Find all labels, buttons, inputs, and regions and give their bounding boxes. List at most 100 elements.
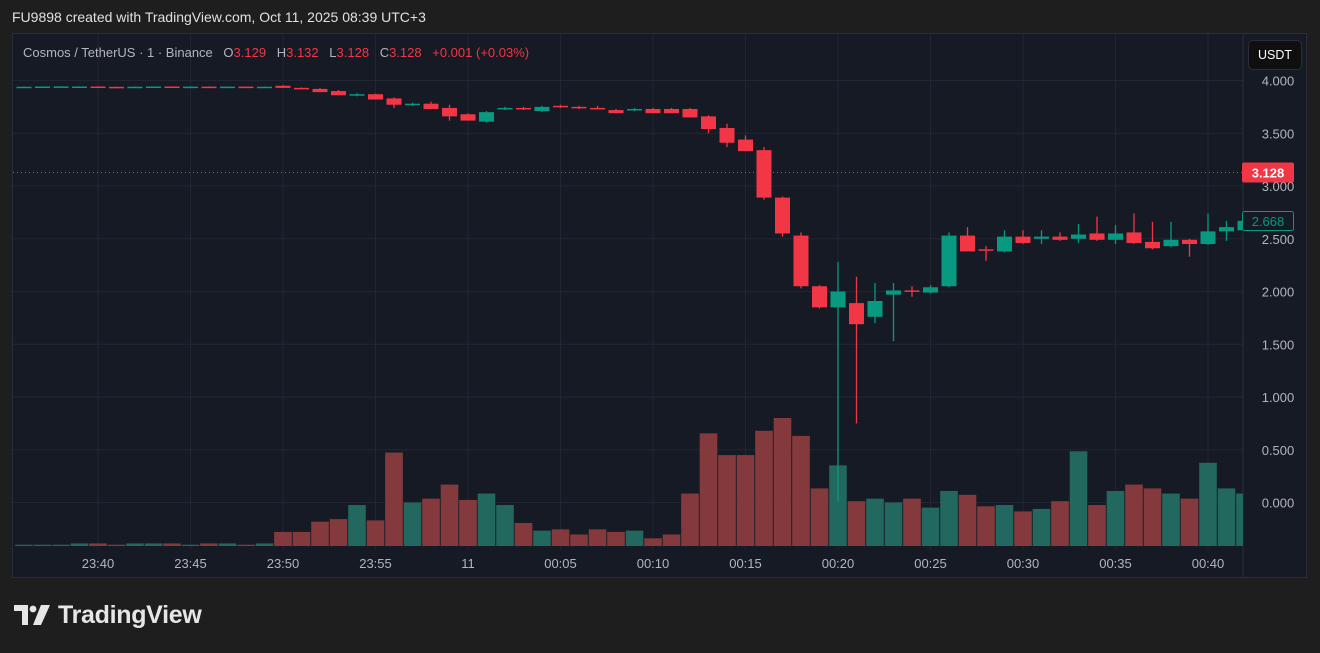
- candle-body: [627, 108, 642, 111]
- volume-bar: [1032, 508, 1051, 546]
- currency-unit-button[interactable]: USDT: [1247, 40, 1302, 70]
- candle-body: [923, 287, 938, 293]
- price-axis-label: 0.000: [1262, 496, 1295, 511]
- candle-body: [349, 94, 365, 96]
- tradingview-logo-icon: [14, 604, 50, 625]
- candle-body: [1126, 232, 1142, 243]
- candle-body: [701, 116, 716, 130]
- time-axis-label: 11: [461, 556, 475, 571]
- candle-body: [442, 107, 457, 117]
- chart-panel[interactable]: 4.000 3.500 3.000 2.500 2.000 1.500 1.000 0.500…: [12, 33, 1307, 578]
- volume-bar: [403, 502, 422, 546]
- price-axis-label: 3.000: [1262, 179, 1295, 194]
- price-axis-label: 2.000: [1262, 285, 1295, 300]
- candle-body: [109, 86, 124, 89]
- candle-body: [238, 86, 254, 89]
- candle-body: [775, 197, 790, 234]
- candle-body: [1108, 233, 1123, 240]
- volume-bar: [311, 521, 329, 546]
- volume-bar: [607, 531, 625, 546]
- candle-body: [164, 86, 180, 89]
- time-axis-label: 23:40: [82, 556, 115, 571]
- last-price-label: 2.668: [1252, 214, 1285, 229]
- candle-body: [1200, 231, 1216, 245]
- candle-body: [756, 150, 772, 198]
- plot-area: [15, 85, 1243, 546]
- symbol-title[interactable]: Cosmos / TetherUS · 1 · Binance: [23, 45, 213, 60]
- high-label: H: [276, 45, 287, 60]
- candle-body: [1163, 239, 1179, 247]
- close-value: 3.128: [389, 45, 422, 60]
- volume-bar: [866, 498, 884, 546]
- volume-bar: [255, 543, 274, 546]
- candle-body: [275, 85, 291, 88]
- candle-body: [90, 86, 106, 89]
- price-axis-label: 1.000: [1262, 390, 1295, 405]
- volume-bar: [958, 494, 977, 546]
- candle-body: [1182, 239, 1197, 245]
- time-axis-label: 00:10: [637, 556, 670, 571]
- brand-name: TradingView: [58, 601, 202, 629]
- volume-bar: [1180, 498, 1199, 546]
- volume-bar: [1014, 511, 1032, 546]
- candle-body: [1145, 241, 1160, 249]
- candle-body: [1071, 234, 1086, 239]
- volume-bar: [940, 490, 958, 546]
- candlestick-chart[interactable]: 4.000 3.500 3.000 2.500 2.000 1.500 1.000 0.500…: [13, 34, 1307, 578]
- volume-bar: [773, 418, 792, 546]
- candle-body: [812, 286, 827, 308]
- volume-bar: [274, 531, 292, 546]
- volume-bar: [107, 544, 126, 546]
- candle-body: [201, 86, 217, 89]
- volume-bar: [218, 543, 237, 546]
- volume-bar: [829, 465, 847, 546]
- volume-bar: [200, 543, 218, 546]
- volume-bar: [477, 493, 496, 546]
- volume-bar: [662, 534, 681, 546]
- candle-body: [497, 107, 513, 110]
- open-label: O: [223, 45, 234, 60]
- candle-body: [220, 86, 235, 89]
- volume-bar: [440, 484, 459, 546]
- candle-body: [53, 86, 69, 88]
- time-axis-label: 23:50: [267, 556, 300, 571]
- candle-body: [941, 235, 957, 287]
- volume-bar: [237, 544, 255, 546]
- volume-bar: [977, 506, 995, 546]
- volume-bar: [1069, 451, 1088, 546]
- volume-bar: [792, 435, 810, 546]
- volume-bar: [33, 544, 52, 546]
- candle-body: [127, 86, 143, 89]
- price-axis-label: 2.500: [1262, 232, 1295, 247]
- candle-body: [257, 86, 272, 89]
- candle-body: [571, 106, 587, 109]
- candle-body: [553, 105, 568, 108]
- candle-body: [312, 88, 328, 93]
- volume-bar: [755, 430, 773, 546]
- close-label: C: [379, 45, 390, 60]
- candle-body: [904, 290, 920, 292]
- volume-bar: [329, 519, 348, 546]
- candle-body: [978, 249, 994, 251]
- candle-body: [386, 98, 402, 105]
- candle-body: [331, 91, 346, 96]
- volume-bar: [995, 505, 1014, 546]
- candle-body: [1015, 236, 1031, 243]
- candle-body: [16, 86, 32, 89]
- time-axis-label: 00:25: [914, 556, 947, 571]
- price-axis-label: 1.500: [1262, 337, 1295, 352]
- volume-bar: [644, 538, 662, 546]
- volume-bar: [514, 522, 533, 546]
- volume-bar: [810, 488, 829, 546]
- volume-bar: [348, 505, 366, 546]
- time-axis-label: 00:20: [822, 556, 855, 571]
- price-axis-label: 4.000: [1262, 74, 1295, 89]
- volume-bar: [496, 505, 514, 546]
- candle-body: [1089, 233, 1105, 240]
- tradingview-logo: TradingView: [14, 601, 202, 630]
- high-value: 3.132: [286, 45, 319, 60]
- volume-bar: [1217, 488, 1236, 546]
- volume-bar: [681, 493, 699, 546]
- volume-bar: [385, 452, 403, 546]
- candle-body: [608, 110, 624, 114]
